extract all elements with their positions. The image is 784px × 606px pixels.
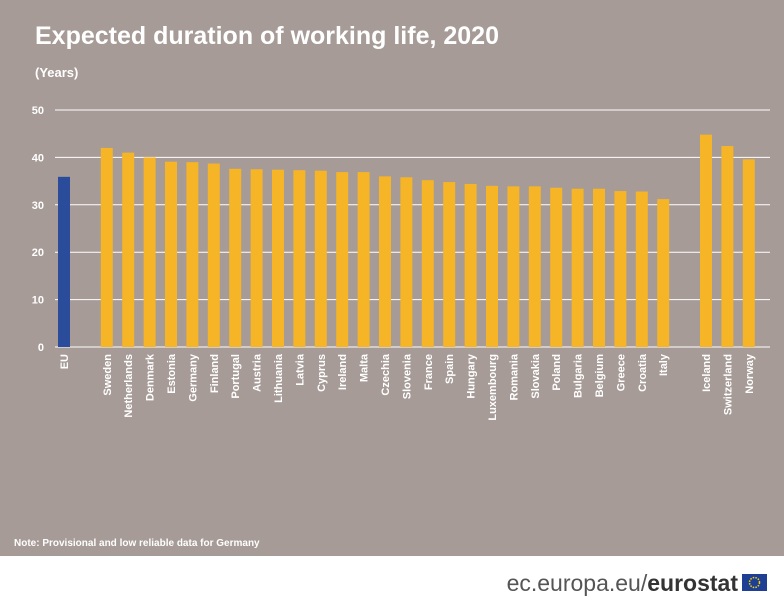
note: Note: Provisional and low reliable data … bbox=[14, 538, 260, 549]
x-tick-label: Iceland bbox=[701, 354, 713, 392]
bar bbox=[421, 180, 434, 347]
bar bbox=[379, 176, 391, 347]
x-tick-label: Finland bbox=[209, 354, 221, 393]
x-tick-label: Netherlands bbox=[123, 354, 135, 418]
x-tick-label: Luxembourg bbox=[487, 354, 499, 421]
x-tick-label: Czechia bbox=[380, 353, 392, 395]
x-tick-label: Romania bbox=[508, 353, 520, 400]
x-tick-label: Malta bbox=[359, 353, 371, 382]
bar bbox=[464, 183, 477, 347]
bar bbox=[571, 188, 584, 347]
x-tick-label: EU bbox=[59, 354, 71, 369]
x-tick-label: Sweden bbox=[102, 354, 114, 396]
x-tick-label: Germany bbox=[187, 353, 199, 402]
bar bbox=[550, 187, 563, 347]
chart-subtitle: (Years) bbox=[35, 65, 78, 80]
bar bbox=[165, 161, 177, 347]
x-tick-label: Slovenia bbox=[401, 353, 413, 399]
x-tick-label: Switzerland bbox=[722, 354, 734, 415]
x-tick-label: Latvia bbox=[294, 353, 306, 386]
bar bbox=[229, 168, 242, 347]
bar bbox=[742, 159, 755, 347]
footer-text: ec.europa.eu/eurostat bbox=[507, 570, 739, 596]
bar bbox=[614, 191, 627, 347]
eu-flag-stars bbox=[748, 576, 761, 589]
bar bbox=[400, 177, 413, 347]
bar bbox=[700, 134, 712, 347]
x-tick-label: Austria bbox=[252, 353, 264, 392]
y-tick-label: 40 bbox=[32, 152, 44, 164]
x-tick-label: Poland bbox=[551, 354, 563, 391]
bar bbox=[443, 182, 456, 347]
x-tick-label: Norway bbox=[744, 353, 756, 394]
y-tick-label: 30 bbox=[32, 200, 44, 212]
bar bbox=[721, 146, 734, 347]
bar bbox=[635, 191, 648, 347]
footer-domain: ec.europa.eu/ bbox=[507, 570, 648, 596]
bar bbox=[100, 147, 113, 347]
bar bbox=[486, 185, 498, 347]
bar bbox=[336, 172, 349, 347]
bar bbox=[528, 186, 541, 347]
x-tick-label: Slovakia bbox=[530, 353, 542, 399]
bar bbox=[657, 199, 670, 347]
bar bbox=[250, 169, 263, 347]
bar bbox=[58, 176, 70, 347]
bar bbox=[357, 172, 370, 347]
y-tick-label: 20 bbox=[32, 247, 44, 259]
bar bbox=[143, 157, 156, 347]
bar bbox=[314, 170, 327, 347]
x-tick-label: Bulgaria bbox=[573, 353, 585, 398]
x-tick-label: Hungary bbox=[466, 353, 478, 399]
bar bbox=[293, 170, 306, 347]
x-tick-label: Portugal bbox=[230, 354, 242, 399]
eu-flag bbox=[742, 574, 767, 591]
bar bbox=[207, 163, 220, 347]
footer-brand: eurostat bbox=[647, 570, 738, 596]
x-tick-label: Belgium bbox=[594, 354, 606, 398]
x-tick-label: Estonia bbox=[166, 353, 178, 394]
bar bbox=[186, 162, 199, 347]
footer-background bbox=[0, 556, 784, 601]
bar bbox=[507, 186, 520, 347]
bar bbox=[122, 152, 135, 347]
y-tick-label: 50 bbox=[32, 105, 44, 117]
x-tick-label: Croatia bbox=[637, 353, 649, 392]
bar bbox=[593, 188, 605, 347]
y-tick-label: 0 bbox=[38, 342, 44, 354]
x-tick-label: Spain bbox=[444, 354, 456, 384]
x-tick-label: Greece bbox=[615, 354, 627, 391]
x-tick-label: France bbox=[423, 354, 435, 390]
x-tick-label: Lithuania bbox=[273, 353, 285, 403]
x-tick-label: Cyprus bbox=[316, 354, 328, 392]
x-tick-label: Ireland bbox=[337, 354, 349, 390]
bar bbox=[272, 169, 284, 347]
x-tick-label: Italy bbox=[658, 353, 670, 376]
y-tick-label: 10 bbox=[32, 295, 44, 307]
chart-title: Expected duration of working life, 2020 bbox=[35, 22, 499, 50]
x-tick-label: Denmark bbox=[145, 353, 157, 401]
